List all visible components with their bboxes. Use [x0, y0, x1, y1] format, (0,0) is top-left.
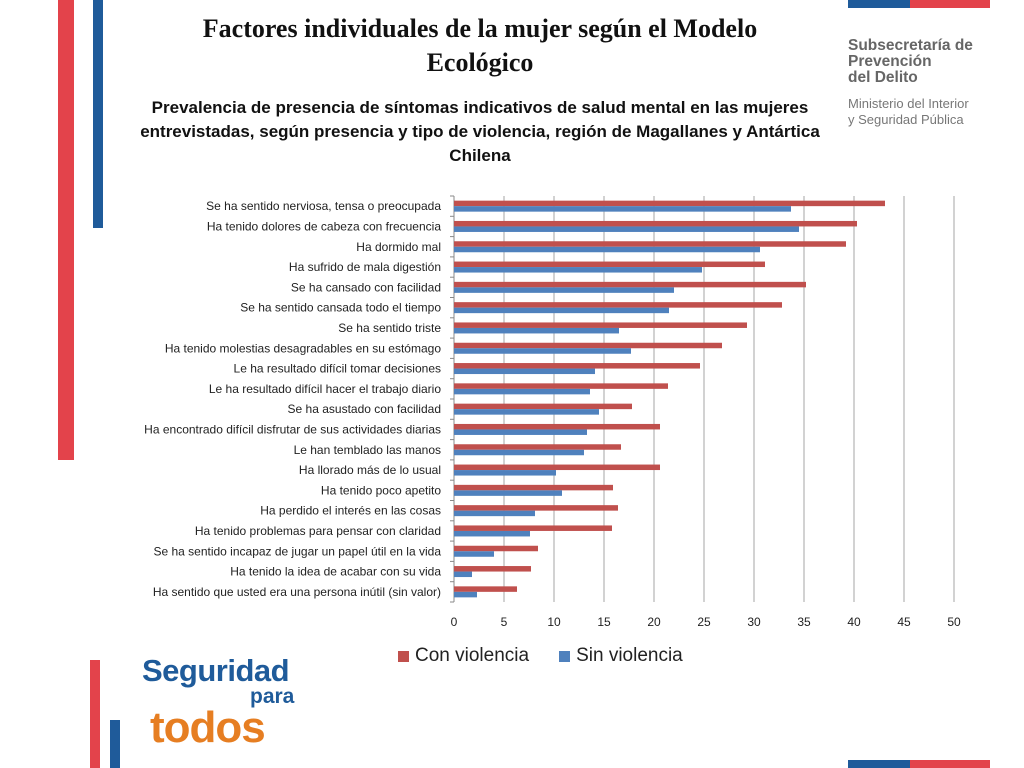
bar-sin-violencia	[454, 206, 791, 212]
x-tick-label-10: 10	[547, 615, 561, 629]
bar-sin-violencia	[454, 327, 619, 334]
bar-con-violencia	[454, 586, 517, 592]
accent-bar-red-bottom-left	[90, 660, 100, 768]
category-label: Se ha sentido nerviosa, tensa o preocupa…	[206, 199, 441, 213]
category-label: Se ha sentido incapaz de jugar un papel …	[153, 544, 441, 558]
bar-con-violencia	[454, 241, 846, 247]
bar-sin-violencia	[454, 510, 535, 517]
logo-line-seguridad: Seguridad	[142, 653, 290, 688]
bar-con-violencia	[454, 261, 765, 268]
accent-bar-red-left	[58, 0, 74, 460]
legend-label-con-violencia: Con violencia	[415, 645, 530, 666]
bar-sin-violencia	[454, 470, 556, 476]
bar-sin-violencia	[454, 571, 472, 578]
bar-con-violencia	[454, 545, 538, 552]
bar-sin-violencia	[454, 246, 760, 253]
bar-con-violencia	[454, 423, 660, 430]
accent-bar-blue-left	[93, 0, 103, 228]
accent-bar-red-top-right	[910, 0, 990, 8]
category-label: Se ha sentido triste	[338, 321, 441, 335]
bar-sin-violencia	[454, 591, 477, 598]
brand-name: Subsecretaría de Prevención del Delito	[848, 37, 973, 86]
category-label: Se ha asustado con facilidad	[288, 402, 441, 416]
bar-con-violencia	[454, 200, 885, 207]
category-label: Le han temblado las manos	[294, 443, 441, 457]
bar-sin-violencia	[454, 429, 587, 435]
bar-con-violencia	[454, 403, 632, 410]
category-label: Ha tenido poco apetito	[321, 483, 441, 497]
bar-sin-violencia	[454, 267, 702, 273]
bar-sin-violencia	[454, 449, 584, 456]
bar-con-violencia	[454, 505, 618, 511]
accent-bar-blue-bottom-left	[110, 720, 120, 768]
category-label: Ha perdido el interés en las cosas	[260, 504, 441, 518]
bar-con-violencia	[454, 281, 806, 288]
brand-ministry: Ministerio del Interior y Seguridad Públ…	[848, 96, 969, 127]
accent-bar-red-bottom-right	[910, 760, 990, 768]
category-label: Ha llorado más de lo usual	[299, 463, 441, 477]
bar-sin-violencia	[454, 490, 562, 496]
logo-line-todos: todos	[150, 703, 266, 752]
bar-con-violencia	[454, 363, 700, 369]
x-tick-label-20: 20	[647, 615, 661, 629]
bar-con-violencia	[454, 566, 531, 572]
bar-sin-violencia	[454, 368, 595, 375]
category-label: Ha sentido que usted era una persona inú…	[153, 585, 441, 599]
category-label: Se ha cansado con facilidad	[291, 280, 441, 294]
bar-sin-violencia	[454, 388, 590, 395]
bar-sin-violencia	[454, 551, 494, 557]
seguridad-para-todos-logo: Seguridad para todos	[142, 653, 342, 752]
x-tick-label-40: 40	[847, 615, 861, 629]
bar-con-violencia	[454, 525, 612, 531]
legend-item-con-violencia: Con violencia	[398, 645, 529, 667]
bar-sin-violencia	[454, 530, 530, 537]
x-tick-label-30: 30	[747, 615, 761, 629]
x-tick-label-0: 0	[451, 615, 458, 629]
category-label: Ha tenido problemas para pensar con clar…	[195, 524, 441, 538]
bar-sin-violencia	[454, 307, 669, 314]
bar-con-violencia	[454, 444, 621, 450]
chart-title: Prevalencia de presencia de síntomas ind…	[140, 98, 820, 165]
category-label: Ha tenido la idea de acabar con su vida	[230, 565, 441, 579]
category-label: Ha tenido dolores de cabeza con frecuenc…	[207, 219, 441, 233]
bar-sin-violencia	[454, 409, 599, 415]
bar-con-violencia	[454, 383, 668, 389]
x-tick-label-5: 5	[501, 615, 508, 629]
x-tick-label-15: 15	[597, 615, 611, 629]
category-label: Ha sufrido de mala digestión	[289, 260, 441, 274]
bar-con-violencia	[454, 484, 613, 491]
x-tick-label-50: 50	[947, 615, 961, 629]
x-tick-label-45: 45	[897, 615, 911, 629]
legend-swatch-con-violencia	[398, 650, 409, 662]
category-label: Le ha resultado difícil hacer el trabajo…	[209, 382, 441, 396]
legend-label-sin-violencia: Sin violencia	[576, 645, 683, 666]
category-label: Le ha resultado difícil tomar decisiones	[234, 362, 441, 376]
bar-con-violencia	[454, 322, 747, 328]
bar-con-violencia	[454, 342, 722, 349]
bar-sin-violencia	[454, 226, 799, 232]
bar-con-violencia	[454, 302, 782, 308]
bar-con-violencia	[454, 220, 857, 227]
brand-block: Subsecretaría de Prevención del Delito M…	[848, 38, 1018, 128]
bar-sin-violencia	[454, 287, 674, 293]
bar-con-violencia	[454, 464, 660, 471]
legend-item-sin-violencia: Sin violencia	[559, 645, 683, 667]
accent-bar-blue-top-right	[848, 0, 910, 8]
accent-bar-blue-bottom-right	[848, 760, 910, 768]
category-label: Ha tenido molestias desagradables en su …	[165, 341, 441, 355]
category-label: Se ha sentido cansada todo el tiempo	[240, 301, 441, 315]
logo-line-para: para	[250, 685, 295, 708]
bar-sin-violencia	[454, 348, 631, 354]
category-label: Ha encontrado difícil disfrutar de sus a…	[144, 422, 441, 436]
x-tick-label-35: 35	[797, 615, 811, 629]
x-tick-label-25: 25	[697, 615, 711, 629]
chart-legend: Con violencia Sin violencia	[398, 645, 683, 667]
category-label: Ha dormido mal	[356, 240, 441, 254]
slide-title: Factores individuales de la mujer según …	[202, 14, 758, 77]
legend-swatch-sin-violencia	[559, 650, 571, 662]
